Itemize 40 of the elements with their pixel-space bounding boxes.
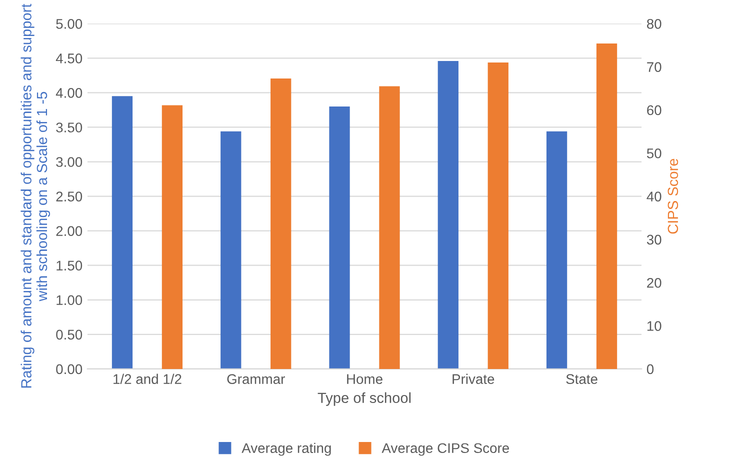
legend-label: Average rating [242, 442, 331, 456]
x-tick-label: Home [347, 374, 382, 384]
y2-tick-label: 70 [647, 62, 662, 72]
y-tick-label: 2.00 [56, 226, 82, 236]
y-tick-label: 5.00 [56, 18, 82, 29]
x-tick-label: Grammar [227, 374, 285, 384]
bar [438, 60, 458, 369]
bar [162, 105, 183, 369]
y-tick-label: 3.00 [56, 157, 82, 167]
y-tick-label: 2.50 [56, 192, 82, 202]
y2-tick-label: 50 [646, 148, 662, 158]
bar [220, 131, 242, 369]
bar [270, 78, 292, 369]
y2-tick-label: 80 [646, 18, 662, 29]
y-tick-label: 4.00 [56, 88, 82, 98]
bar [329, 106, 350, 369]
y-tick-label: 0.50 [56, 330, 82, 340]
y-tick-label: 4.50 [56, 54, 82, 64]
y2-tick-label: 10 [647, 321, 662, 331]
legend-label: Average CIPS Score [382, 443, 509, 456]
x-axis-title: Type of school [318, 392, 411, 406]
bar [488, 62, 508, 369]
y-axis-title: Rating of amount and standard of opportunities and support with schooling on a Scale of 1 -5 [20, 4, 50, 388]
bar [379, 86, 400, 369]
y2-tick-label: 20 [647, 278, 662, 288]
y-tick-label: 1.00 [56, 295, 82, 306]
y-tick-label: 1.50 [56, 260, 82, 271]
y2-axis-title: CIPS Score [668, 158, 678, 234]
x-tick-label: 1/2 and 1/2 [114, 374, 182, 384]
y2-tick-label: 30 [646, 234, 662, 245]
y2-tick-label: 0 [646, 364, 654, 374]
bar [112, 96, 133, 369]
x-tick-label: State [566, 374, 598, 384]
y-tick-label: 3.50 [56, 122, 82, 132]
bar [546, 131, 568, 369]
bar [596, 44, 618, 369]
y2-tick-label: 40 [646, 192, 662, 202]
y2-tick-label: 60 [647, 105, 662, 116]
y-tick-label: 0.00 [56, 364, 82, 374]
x-tick-label: Private [452, 374, 494, 384]
